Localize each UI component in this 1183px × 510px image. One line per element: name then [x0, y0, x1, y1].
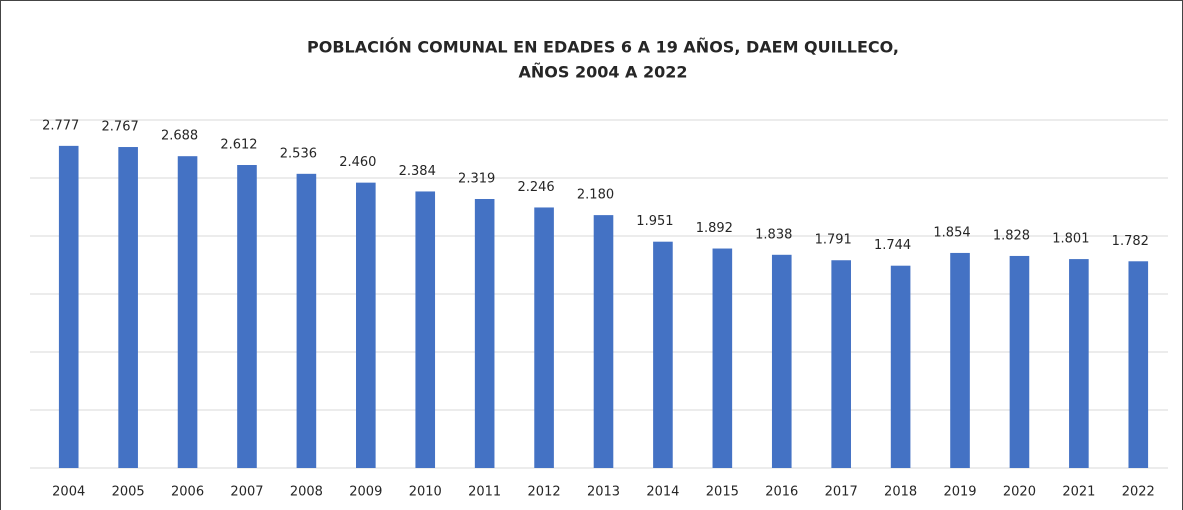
x-tick-label: 2009	[349, 485, 382, 500]
x-tick-label: 2011	[468, 485, 501, 500]
data-label: 2.767	[102, 120, 139, 135]
x-tick-label: 2022	[1122, 485, 1155, 500]
bar	[831, 260, 851, 468]
x-tick-label: 2021	[1062, 485, 1095, 500]
x-tick-label: 2016	[765, 485, 798, 500]
x-tick-label: 2014	[646, 485, 679, 500]
bar	[415, 191, 436, 468]
bar	[890, 265, 911, 468]
bar	[296, 173, 317, 468]
x-tick-label: 2019	[943, 485, 976, 500]
bar	[118, 147, 138, 468]
x-tick-label: 2020	[1003, 485, 1036, 500]
data-label: 2.460	[339, 155, 376, 170]
x-tick-label: 2004	[52, 485, 85, 500]
bar	[593, 215, 614, 468]
data-label: 2.688	[161, 129, 198, 144]
bar	[534, 207, 554, 469]
data-label: 1.791	[815, 233, 852, 248]
x-tick-label: 2017	[825, 485, 858, 500]
bar	[950, 252, 970, 468]
x-tick-label: 2010	[409, 485, 442, 500]
bar	[1128, 261, 1149, 468]
data-label: 1.828	[993, 228, 1030, 243]
bar	[771, 254, 792, 468]
bar	[177, 156, 198, 468]
x-tick-label: 2012	[528, 485, 561, 500]
bar	[712, 248, 733, 468]
data-label: 2.180	[577, 188, 614, 203]
x-tick-label: 2007	[230, 485, 263, 500]
bar	[58, 145, 79, 469]
data-label: 1.801	[1052, 232, 1089, 247]
chart-title: AÑOS 2004 A 2022	[518, 63, 687, 82]
data-label: 2.246	[517, 180, 554, 195]
x-tick-label: 2006	[171, 485, 204, 500]
x-tick-label: 2018	[884, 485, 917, 500]
chart-title: POBLACIÓN COMUNAL EN EDADES 6 A 19 AÑOS,…	[307, 38, 899, 57]
data-label: 1.854	[933, 225, 970, 240]
bar	[1009, 255, 1030, 468]
data-label: 1.782	[1112, 234, 1149, 249]
bar	[237, 165, 257, 468]
data-label: 2.536	[280, 146, 317, 161]
data-label: 2.384	[399, 164, 436, 179]
bar	[653, 241, 673, 468]
bar	[474, 198, 495, 468]
data-label: 1.951	[636, 214, 673, 229]
data-label: 1.838	[755, 227, 792, 242]
data-label: 2.319	[458, 171, 495, 186]
x-tick-label: 2013	[587, 485, 620, 500]
x-tick-label: 2015	[706, 485, 739, 500]
bar	[1069, 259, 1089, 468]
data-label: 2.777	[42, 118, 79, 133]
data-label: 2.612	[220, 138, 257, 153]
bar	[356, 182, 376, 468]
x-tick-label: 2005	[112, 485, 145, 500]
data-label: 1.744	[874, 238, 911, 253]
data-label: 1.892	[696, 221, 733, 236]
x-tick-label: 2008	[290, 485, 323, 500]
